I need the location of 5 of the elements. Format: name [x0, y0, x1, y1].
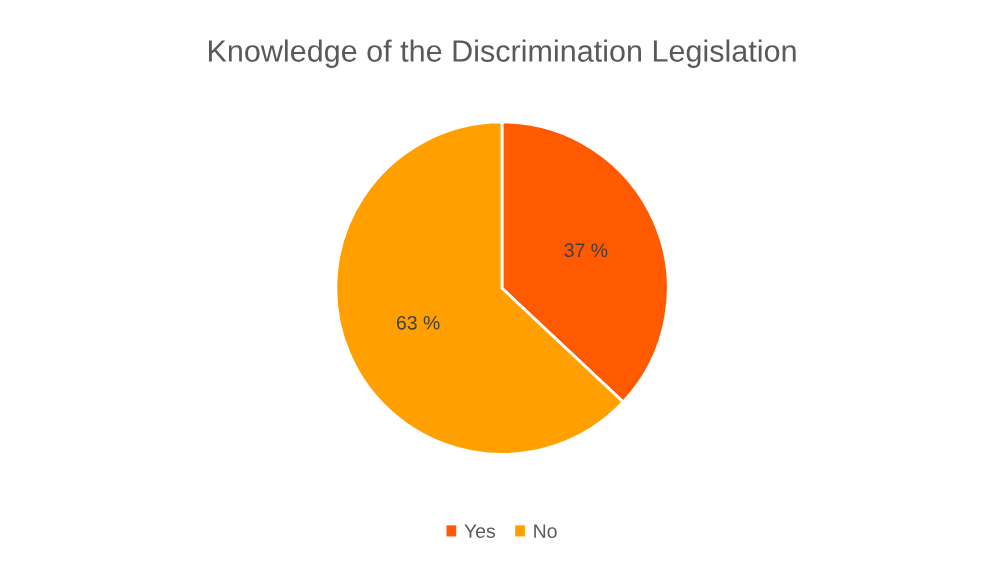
data-label: 37 % [564, 243, 608, 258]
data-label: 63 % [396, 315, 440, 330]
legend-label: Yes [464, 524, 496, 539]
chart-title: Knowledge of the Discrimination Legislation [208, 39, 796, 68]
legend-label: No [534, 524, 557, 539]
